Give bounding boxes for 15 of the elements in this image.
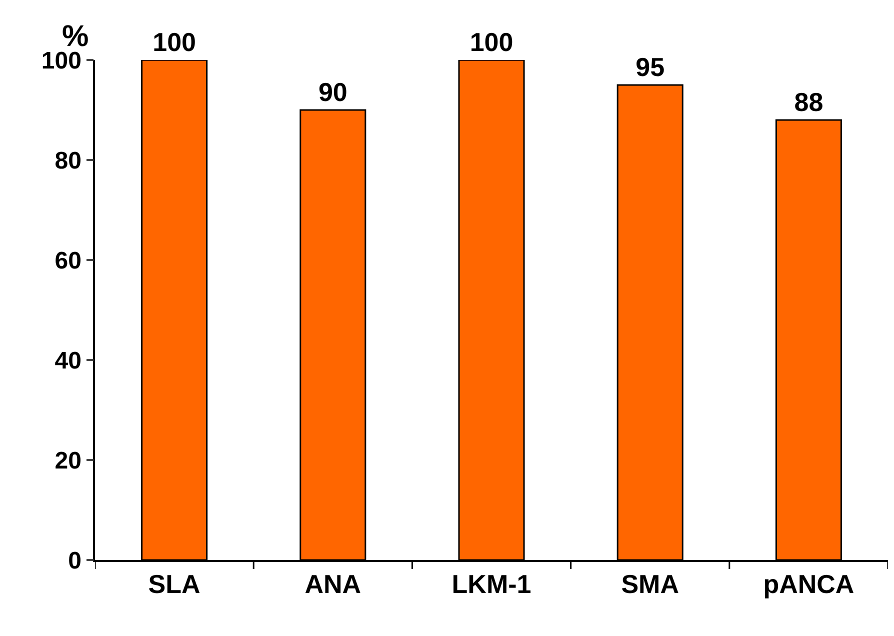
y-tick-label: 40 <box>54 347 82 374</box>
x-tick-label: pANCA <box>763 568 854 599</box>
y-tick-label: 20 <box>54 447 82 474</box>
data-label: 95 <box>636 52 665 82</box>
y-tick-label: 0 <box>68 547 82 574</box>
x-tick-label: SLA <box>148 568 201 599</box>
x-tick-label: LKM-1 <box>452 568 532 599</box>
data-label: 100 <box>152 27 196 57</box>
x-tick-label: ANA <box>304 568 362 599</box>
data-label: 90 <box>318 77 348 107</box>
y-tick-label: 80 <box>54 147 82 174</box>
data-label: 88 <box>794 87 824 117</box>
y-tick-label: 60 <box>54 247 82 274</box>
x-tick-label: SMA <box>621 568 680 599</box>
data-label: 100 <box>470 27 514 57</box>
